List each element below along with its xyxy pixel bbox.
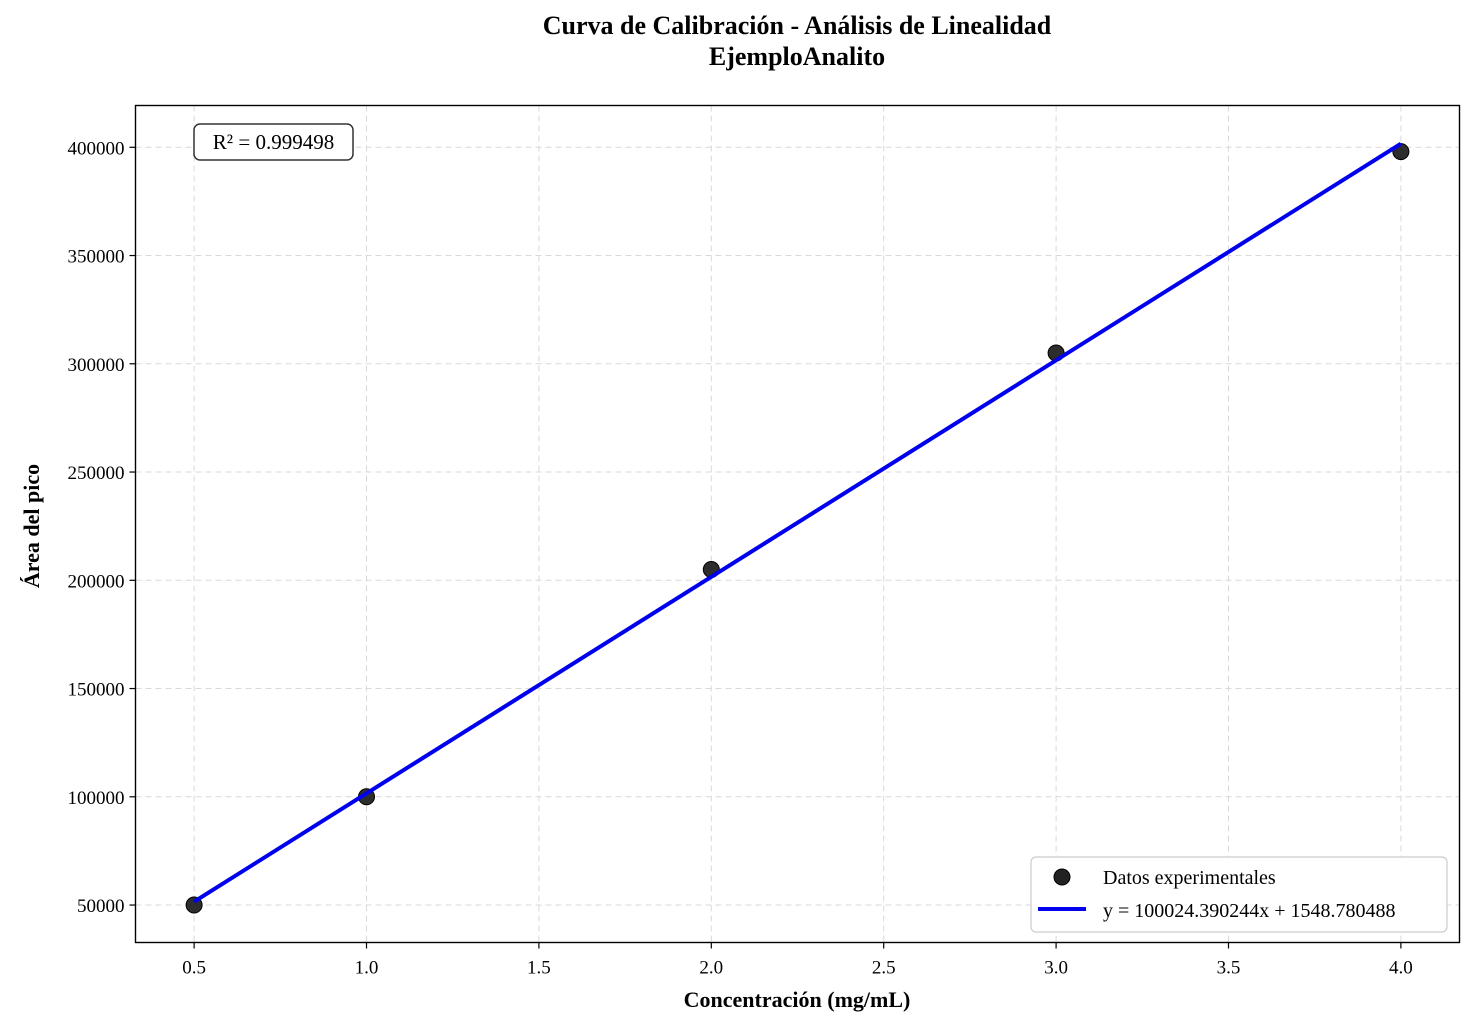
y-tick-label: 400000: [68, 138, 125, 159]
legend-label-data: Datos experimentales: [1103, 867, 1276, 889]
r2-box: [193, 123, 354, 161]
x-tick-label: 1.0: [355, 958, 379, 979]
x-tick-label: 1.5: [527, 958, 551, 979]
x-tick-label: 2.0: [699, 958, 723, 979]
y-tick-label: 300000: [68, 355, 125, 376]
x-tick-label: 4.0: [1389, 958, 1413, 979]
x-axis-label: Concentración (mg/mL): [684, 987, 911, 1012]
chart-subtitle: EjemploAnalito: [709, 42, 885, 71]
grid-lines: [135, 105, 1460, 943]
legend-scatter-marker: [1053, 868, 1071, 886]
r2-annotation: R² = 0.999498: [193, 123, 354, 161]
legend: Datos experimentales y = 100024.390244x …: [1030, 856, 1448, 933]
y-tick-label: 150000: [68, 680, 125, 701]
legend-box: [1030, 856, 1448, 933]
y-tick-label: 200000: [68, 571, 125, 592]
y-tick-label: 350000: [68, 247, 125, 268]
plot-frame: [134, 104, 1461, 944]
plot-series: [185, 142, 1410, 914]
y-tick-label: 250000: [68, 463, 125, 484]
y-tick-label: 50000: [77, 896, 125, 917]
x-tick-label: 2.5: [872, 958, 896, 979]
y-tick-label: 100000: [68, 788, 125, 809]
axis-ticks: 0.5 1.0 1.5 2.0 2.5 3.0 3.5 4.0 50000 100000 15000…: [68, 138, 1413, 978]
y-axis-label: Área del pico: [19, 464, 44, 588]
legend-label-fit: y = 100024.390244x + 1548.780488: [1103, 900, 1396, 922]
chart-title: Curva de Calibración - Análisis de Linea…: [543, 11, 1052, 40]
r2-text: R² = 0.999498: [213, 130, 334, 154]
x-tick-label: 0.5: [182, 958, 206, 979]
x-tick-label: 3.0: [1044, 958, 1068, 979]
regression-line: [193, 142, 1402, 904]
x-tick-label: 3.5: [1217, 958, 1241, 979]
